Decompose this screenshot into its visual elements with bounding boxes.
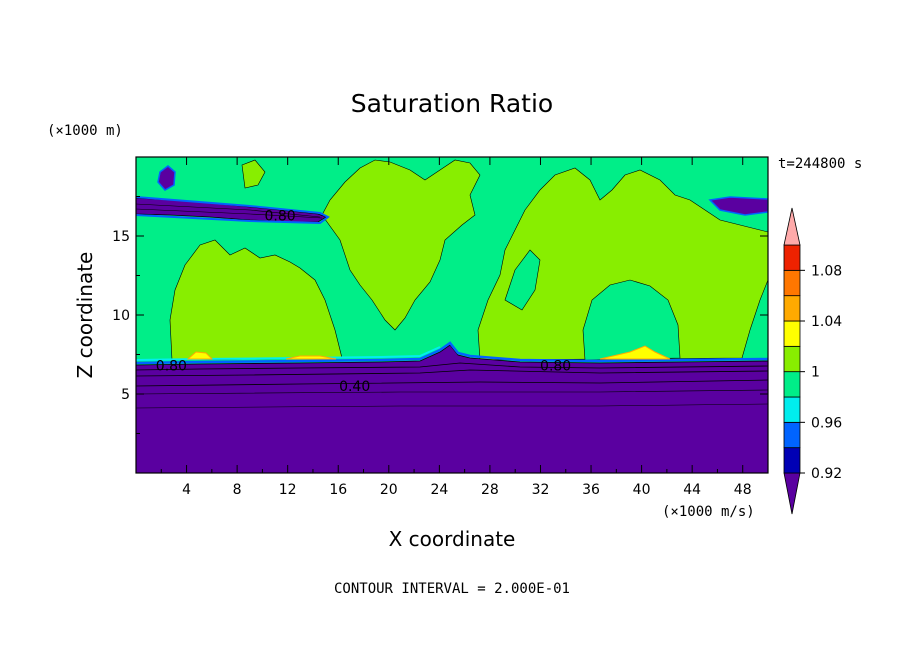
x-tick-label: 20: [380, 482, 398, 498]
x-tick-label: 28: [481, 482, 499, 498]
yellow-patch-left: [186, 351, 214, 360]
colorbar-label: 1.08: [811, 263, 842, 279]
lime-region-top-center: [321, 159, 481, 331]
colorbar-segment: [783, 244, 801, 271]
colorbar: 0.92 0.96 1 1.04 1.08: [783, 207, 842, 515]
contour-line: [136, 208, 323, 219]
x-unit-label: (×1000 m/s): [662, 504, 755, 520]
x-tick-label: 44: [683, 482, 701, 498]
contour-line: [136, 379, 768, 387]
upper-dry-edge: [136, 196, 330, 225]
colorbar-label: 1: [811, 365, 820, 381]
colorbar-over-triangle: [783, 207, 801, 246]
green-patch-right: [582, 279, 681, 361]
y-tick-label: 5: [121, 387, 130, 403]
colorbar-segment: [783, 295, 801, 322]
lower-dry-layer: [136, 344, 768, 473]
x-tick-label: 24: [430, 482, 448, 498]
lower-dry-edge: [136, 341, 768, 365]
y-tick-label: 10: [112, 308, 130, 324]
contour-line: [136, 369, 768, 377]
chart-title: Saturation Ratio: [351, 89, 553, 118]
x-axis-ticks: 4 8 12 16 20 24 28 32 36 40 44 48: [160, 157, 752, 498]
lime-region-top-left: [241, 159, 266, 189]
contour-line: [136, 403, 768, 409]
contour-line: [136, 203, 321, 218]
contour-label: 0.80: [540, 359, 571, 375]
contour-labels: 0.80 0.80 0.40 0.80: [156, 208, 571, 395]
colorbar-under-triangle: [783, 472, 801, 515]
colorbar-label: 0.96: [811, 415, 842, 431]
x-tick-label: 4: [182, 482, 191, 498]
x-tick-label: 36: [582, 482, 600, 498]
x-tick-label: 48: [734, 482, 752, 498]
y-axis-title: Z coordinate: [73, 252, 97, 379]
colorbar-segment: [783, 371, 801, 398]
x-axis-title: X coordinate: [389, 527, 516, 551]
yellow-patch-right: [599, 345, 671, 360]
lime-region-right: [477, 167, 768, 361]
lime-region-left: [169, 239, 343, 361]
green-patch-mid: [504, 249, 541, 311]
colorbar-segment: [783, 447, 801, 474]
contour-interval-label: CONTOUR INTERVAL = 2.000E-01: [334, 581, 570, 597]
x-tick-label: 12: [279, 482, 297, 498]
contour-line: [136, 389, 768, 395]
x-tick-label: 40: [633, 482, 651, 498]
colorbar-label: 1.04: [811, 314, 842, 330]
colorbar-segment: [783, 269, 801, 297]
colorbar-segment: [783, 320, 801, 347]
x-tick-label: 8: [233, 482, 242, 498]
contour-line: [136, 362, 768, 371]
x-tick-label: 32: [532, 482, 550, 498]
y-unit-label: (×1000 m): [47, 123, 123, 139]
contour-label: 0.80: [156, 359, 187, 375]
colorbar-label: 0.92: [811, 466, 842, 482]
yellow-patch-mid: [285, 355, 337, 360]
x-tick-label: 16: [329, 482, 347, 498]
contour-label: 0.40: [339, 379, 370, 395]
time-label: t=244800 s: [778, 156, 862, 172]
small-dry-pocket: [157, 165, 176, 191]
contour-label: 0.80: [265, 208, 296, 224]
colorbar-segment: [783, 421, 801, 449]
y-tick-label: 15: [112, 229, 130, 245]
y-axis-ticks: 5 10 15: [112, 196, 768, 434]
colorbar-segment: [783, 345, 801, 373]
colorbar-segment: [783, 396, 801, 423]
contour-field: [136, 157, 768, 473]
upper-dry-layer-right: [708, 196, 768, 216]
